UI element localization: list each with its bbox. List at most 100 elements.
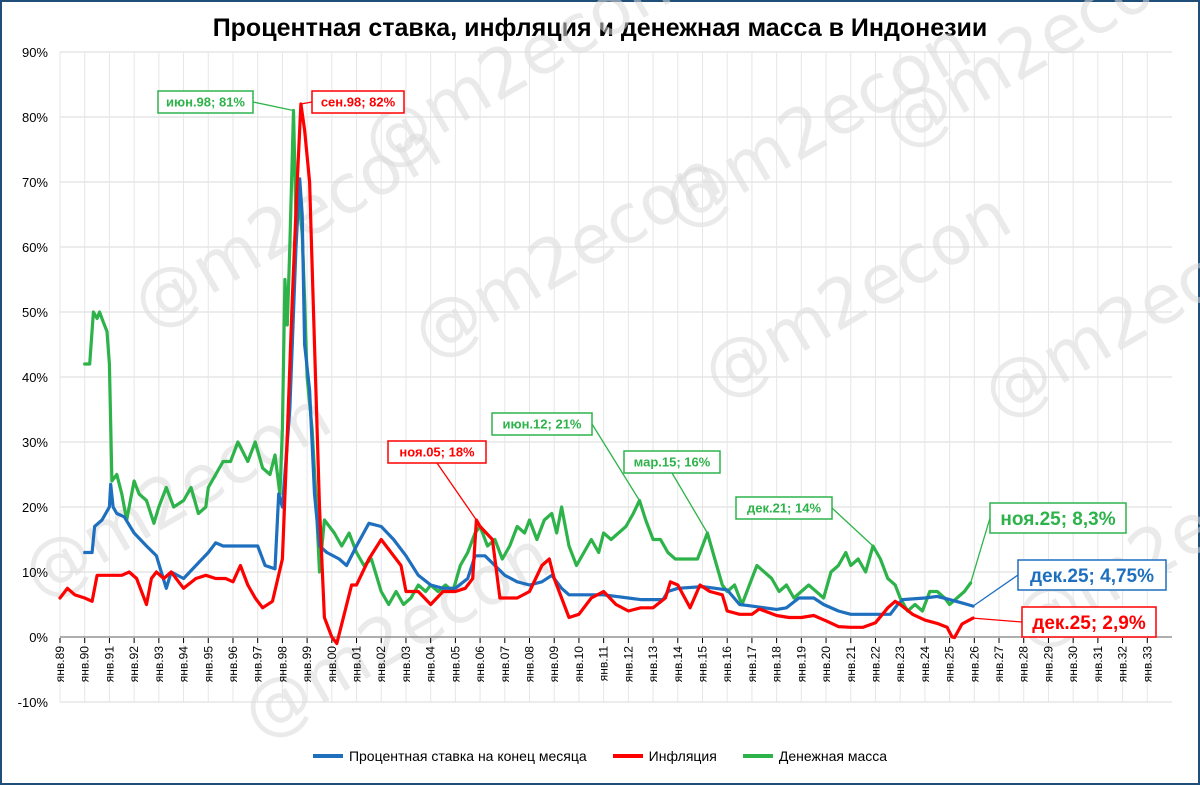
x-tick-label: янв.08 [523,646,537,683]
x-tick-label: янв.99 [300,646,314,683]
series-line [58,102,975,646]
x-tick-label: янв.95 [201,646,215,683]
legend-label: Инфляция [648,748,717,764]
x-tick-label: янв.04 [424,646,438,683]
annotation-box [1021,606,1157,638]
x-tick-label: янв.00 [325,646,339,683]
x-tick-label: янв.30 [1066,646,1080,683]
chart-title: Процентная ставка, инфляция и денежная м… [212,14,988,42]
x-tick-label: янв.26 [967,646,981,683]
x-tick-label: янв.01 [350,646,364,683]
chart-plot: @m2econ@m2econ@m2econ@m2econ@m2econ@m2ec… [9,0,1200,745]
x-tick-label: янв.10 [572,646,586,683]
annotation-label: дек.25; 2,9% [1032,613,1146,634]
annotations: июн.98; 81% сен.98; 82% ноя.05; 18% июн.12;… [157,90,1167,638]
x-tick-label: янв.32 [1116,646,1130,683]
annotation-box [311,90,405,114]
legend-label: Процентная ставка на конец месяца [348,748,587,764]
y-tick-label: 0% [29,630,48,645]
annotation-leader [436,462,477,521]
annotation-label: дек.25; 4,75% [1030,566,1154,587]
x-tick-label: янв.15 [695,646,709,683]
legend: Процентная ставка на конец месяца Инфляци… [0,748,1200,764]
x-tick-label: янв.07 [498,646,512,683]
annotation-label: июн.98; 81% [166,95,245,110]
x-tick-label: янв.92 [127,646,141,683]
grid-lines [59,51,1172,703]
x-tick-label: янв.14 [671,646,685,683]
x-tick-label: янв.91 [102,646,116,683]
x-tick-label: янв.22 [868,646,882,683]
x-tick-label: янв.94 [177,646,191,683]
annotation-label: мар.15; 16% [634,455,711,470]
x-tick-label: янв.18 [770,646,784,683]
annotation-label: ноя.25; 8,3% [1000,509,1115,530]
series-lines [58,102,975,646]
annotation-box [989,502,1127,534]
annotation-label: июн.12; 21% [503,417,582,432]
y-tick-label: 90% [22,45,48,60]
watermark-text: @m2econ [229,516,564,745]
x-tick-label: янв.96 [226,646,240,683]
legend-item: Инфляция [612,748,717,764]
annotation-box [1017,559,1167,591]
annotation-box [623,450,721,474]
x-tick-label: янв.11 [597,646,611,682]
annotation-box [387,440,487,464]
y-tick-label: 80% [22,110,48,125]
annotation-leader [972,574,1019,607]
legend-item: Процентная ставка на конец месяца [312,748,587,764]
x-tick-label: янв.02 [374,646,388,683]
annotation-leader [252,101,294,112]
legend-swatch [312,754,343,758]
x-tick-label: янв.03 [399,646,413,683]
annotation-leader [831,507,874,547]
x-tick-label: янв.28 [1017,646,1031,683]
legend-item: Денежная масса [742,748,887,764]
x-tick-label: янв.29 [1041,646,1055,683]
legend-swatch [742,754,773,758]
series-line [83,177,975,616]
y-tick-label: 10% [22,565,48,580]
y-tick-label: 20% [22,500,48,515]
x-axis-ticks: янв.89 янв.90 янв.91 янв.92 янв.93 янв.94 янв.… [53,638,1154,682]
y-tick-label: 60% [22,240,48,255]
x-tick-label: янв.05 [448,646,462,683]
annotation-leader [591,423,641,501]
annotation-label: дек.21; 14% [747,501,821,516]
x-tick-label: янв.17 [745,646,759,683]
x-tick-label: янв.93 [152,646,166,683]
x-tick-label: янв.27 [992,646,1006,683]
x-tick-label: янв.25 [943,646,957,683]
annotation-leader [300,101,313,105]
y-tick-label: -10% [18,695,49,710]
annotation-leader [973,617,1023,623]
annotation-leader [969,517,991,584]
x-tick-label: янв.89 [53,646,67,683]
annotation-label: сен.98; 82% [321,95,396,110]
x-tick-label: янв.19 [794,646,808,683]
annotation-box [735,496,833,520]
y-tick-label: 50% [22,305,48,320]
y-tick-label: 70% [22,175,48,190]
annotation-box [157,90,254,114]
y-tick-label: 40% [22,370,48,385]
x-tick-label: янв.90 [78,646,92,683]
annotation-box [491,412,593,436]
x-tick-label: янв.23 [893,646,907,683]
x-tick-label: янв.13 [646,646,660,683]
x-tick-label: янв.09 [547,646,561,683]
x-tick-label: янв.33 [1140,646,1154,683]
legend-swatch [612,754,643,758]
x-tick-label: янв.16 [720,646,734,683]
y-tick-label: 30% [22,435,48,450]
y-axis-ticks: -10% 0% 10% 20% 30% 40% 50% 60% 70% 80% 90% [18,45,49,710]
x-tick-label: янв.20 [819,646,833,683]
x-tick-label: янв.98 [275,646,289,683]
x-tick-label: янв.21 [844,646,858,683]
x-tick-label: янв.06 [473,646,487,683]
annotation-leader [671,472,708,534]
annotation-label: ноя.05; 18% [399,445,475,460]
x-tick-label: янв.24 [918,646,932,683]
